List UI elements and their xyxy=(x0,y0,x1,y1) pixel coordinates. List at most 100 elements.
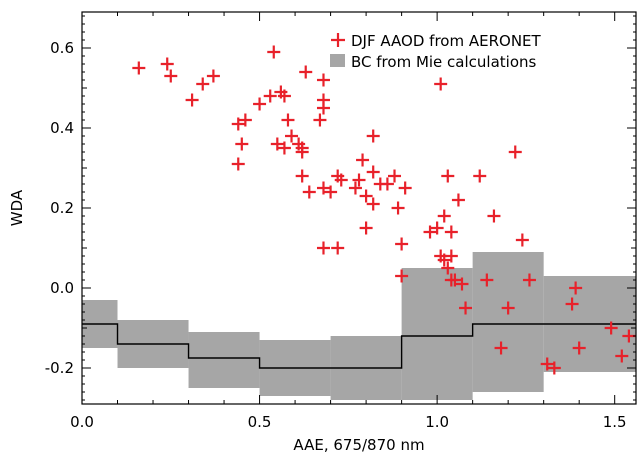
scatter-point xyxy=(352,173,366,187)
scatter-point xyxy=(164,69,178,83)
y-tick-label: -0.2 xyxy=(45,359,74,377)
scatter-point xyxy=(437,253,451,267)
scatter-point xyxy=(480,273,494,287)
scatter-point xyxy=(231,117,245,131)
scatter-point xyxy=(430,221,444,235)
scatter-point xyxy=(316,73,330,87)
scatter-point xyxy=(444,249,458,263)
scatter-point xyxy=(522,273,536,287)
scatter-point xyxy=(316,101,330,115)
scatter-point xyxy=(270,137,284,151)
legend-plus-glyph xyxy=(331,33,345,47)
scatter-point xyxy=(331,241,345,255)
scatter-point xyxy=(547,361,561,375)
scatter-point xyxy=(569,281,583,295)
scatter-point xyxy=(302,185,316,199)
y-tick-label: 0.0 xyxy=(50,279,74,297)
scatter-point xyxy=(324,185,338,199)
scatter-point xyxy=(334,173,348,187)
scatter-point xyxy=(316,181,330,195)
scatter-point xyxy=(263,89,277,103)
scatter-point xyxy=(359,189,373,203)
scatter-point xyxy=(185,93,199,107)
y-tick-label: 0.6 xyxy=(50,39,74,57)
scatter-point xyxy=(441,169,455,183)
scatter-point xyxy=(572,341,586,355)
scatter-point xyxy=(501,301,515,315)
x-axis-title: AAE, 675/870 nm xyxy=(293,436,424,454)
y-tick-label: 0.4 xyxy=(50,119,74,137)
aeronet-points-layer xyxy=(132,45,636,375)
legend: DJF AAOD from AERONET BC from Mie calcul… xyxy=(330,32,542,71)
scatter-point xyxy=(235,137,249,151)
scatter-point xyxy=(388,169,402,183)
scatter-point xyxy=(231,157,245,171)
legend-label-mie: BC from Mie calculations xyxy=(351,53,537,71)
scatter-point xyxy=(160,57,174,71)
scatter-point xyxy=(366,129,380,143)
scatter-point xyxy=(356,153,370,167)
scatter-point xyxy=(604,321,618,335)
mie-band-layer xyxy=(82,252,636,400)
scatter-point xyxy=(380,177,394,191)
scatter-point xyxy=(299,65,313,79)
legend-label-aeronet: DJF AAOD from AERONET xyxy=(351,32,542,50)
legend-marker-box xyxy=(330,54,345,67)
mie-band-bin xyxy=(472,252,544,392)
scatter-point xyxy=(366,197,380,211)
scatter-point xyxy=(206,69,220,83)
mie-step-line xyxy=(82,323,636,369)
scatter-point xyxy=(423,225,437,239)
scatter-point xyxy=(267,45,281,59)
scatter-point xyxy=(455,277,469,291)
scatter-point xyxy=(238,113,252,127)
scatter-point xyxy=(508,145,522,159)
scatter-point xyxy=(487,209,501,223)
scatter-point xyxy=(132,61,146,75)
x-tick-label: 0.0 xyxy=(70,413,94,431)
y-axis-title: WDA xyxy=(8,189,26,226)
scatter-point xyxy=(281,113,295,127)
scatter-point xyxy=(473,169,487,183)
scatter-point xyxy=(437,209,451,223)
scatter-point xyxy=(395,269,409,283)
axes: 0.0 0.5 1.0 1.5 -0.2 0.0 0.2 0.4 0.6 xyxy=(45,11,637,431)
scatter-point xyxy=(348,181,362,195)
scatter-point xyxy=(448,273,462,287)
x-tick-label: 0.5 xyxy=(248,413,272,431)
scatter-point xyxy=(615,349,629,363)
scatter-point xyxy=(565,297,579,311)
mie-step-line-layer xyxy=(82,323,636,369)
scatter-point xyxy=(398,181,412,195)
y-tick-label: 0.2 xyxy=(50,199,74,217)
scatter-point xyxy=(434,77,448,91)
scatter-point xyxy=(316,241,330,255)
scatter-point xyxy=(366,165,380,179)
scatter-point xyxy=(441,261,455,275)
scatter-point xyxy=(540,357,554,371)
mie-band-bin xyxy=(188,332,260,388)
scatter-point xyxy=(295,141,309,155)
scatter-point xyxy=(196,77,210,91)
scatter-point xyxy=(459,301,473,315)
x-tick-label: 1.5 xyxy=(603,413,627,431)
scatter-point xyxy=(494,341,508,355)
scatter-point xyxy=(277,141,291,155)
scatter-point xyxy=(391,201,405,215)
scatter-point xyxy=(515,233,529,247)
scatter-point xyxy=(444,225,458,239)
legend-marker-plus xyxy=(331,33,345,47)
scatter-point xyxy=(277,89,291,103)
scatter-point xyxy=(295,169,309,183)
scatter-point xyxy=(359,221,373,235)
mie-band-bin xyxy=(401,268,473,400)
scatter-point xyxy=(395,237,409,251)
scatter-point xyxy=(285,129,299,143)
legend-item-aeronet: DJF AAOD from AERONET xyxy=(331,32,542,50)
scatter-point xyxy=(253,97,267,111)
legend-item-mie: BC from Mie calculations xyxy=(330,53,537,71)
scatter-point xyxy=(451,193,465,207)
scatter-point xyxy=(313,113,327,127)
x-tick-label: 1.0 xyxy=(425,413,449,431)
